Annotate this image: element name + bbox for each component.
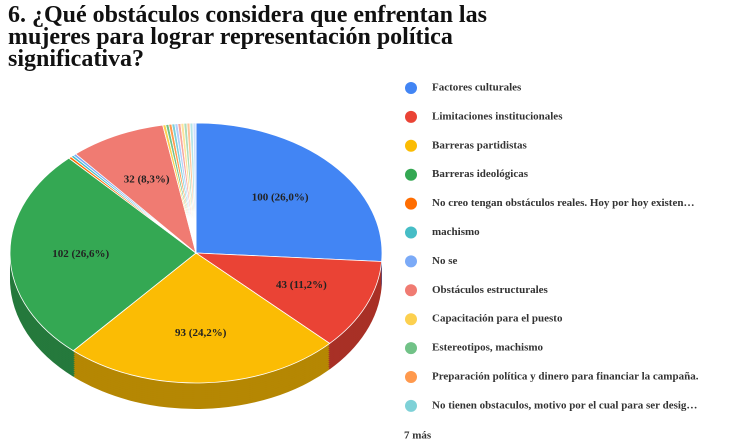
legend-swatch — [405, 371, 417, 383]
slice — [9, 157, 197, 352]
slice — [192, 122, 197, 254]
legend-swatch — [405, 197, 417, 210]
legend-swatch — [405, 82, 417, 94]
legend-label: Limitaciones institucionales — [432, 110, 563, 122]
legend-swatch — [405, 284, 417, 297]
data-label: 93 (24,2%) — [175, 327, 227, 339]
legend-swatch — [405, 255, 417, 268]
legend-label: Obstáculos estructurales — [432, 284, 549, 296]
legend-more: 7 más — [404, 429, 432, 439]
legend-label: Barreras ideológicas — [432, 168, 529, 180]
legend-swatch — [405, 313, 417, 326]
slice — [194, 252, 383, 344]
legend-swatch — [405, 226, 417, 239]
slice — [72, 252, 331, 384]
legend-swatch — [405, 399, 417, 412]
legend-label: No se — [432, 255, 457, 267]
data-label: 43 (11,2%) — [276, 279, 327, 291]
legend-swatch — [405, 168, 417, 181]
legend-label: Preparación política y dinero para finan… — [432, 371, 699, 383]
data-label: 100 (26,0%) — [252, 191, 309, 203]
chart-title: 6. ¿Qué obstáculos considera que enfrent… — [8, 2, 487, 72]
slice — [195, 122, 383, 262]
legend-swatch — [405, 139, 417, 152]
legend-label: No tienen obstaculos, motivo por el cual… — [432, 399, 697, 411]
legend-label: machismo — [432, 226, 480, 238]
legend-label: Capacitación para el puesto — [432, 313, 563, 325]
data-label: 32 (8,3%) — [124, 174, 170, 186]
legend-swatch — [405, 110, 417, 123]
data-label: 102 (26,6%) — [52, 248, 109, 260]
slice — [74, 124, 197, 255]
legend-label: Estereotipos, machismo — [432, 342, 544, 354]
legend-label: Barreras partidistas — [432, 139, 528, 151]
legend-label: Factores culturales — [432, 82, 522, 94]
legend-label: No creo tengan obstáculos reales. Hoy po… — [432, 197, 694, 209]
legend-swatch — [405, 342, 417, 355]
